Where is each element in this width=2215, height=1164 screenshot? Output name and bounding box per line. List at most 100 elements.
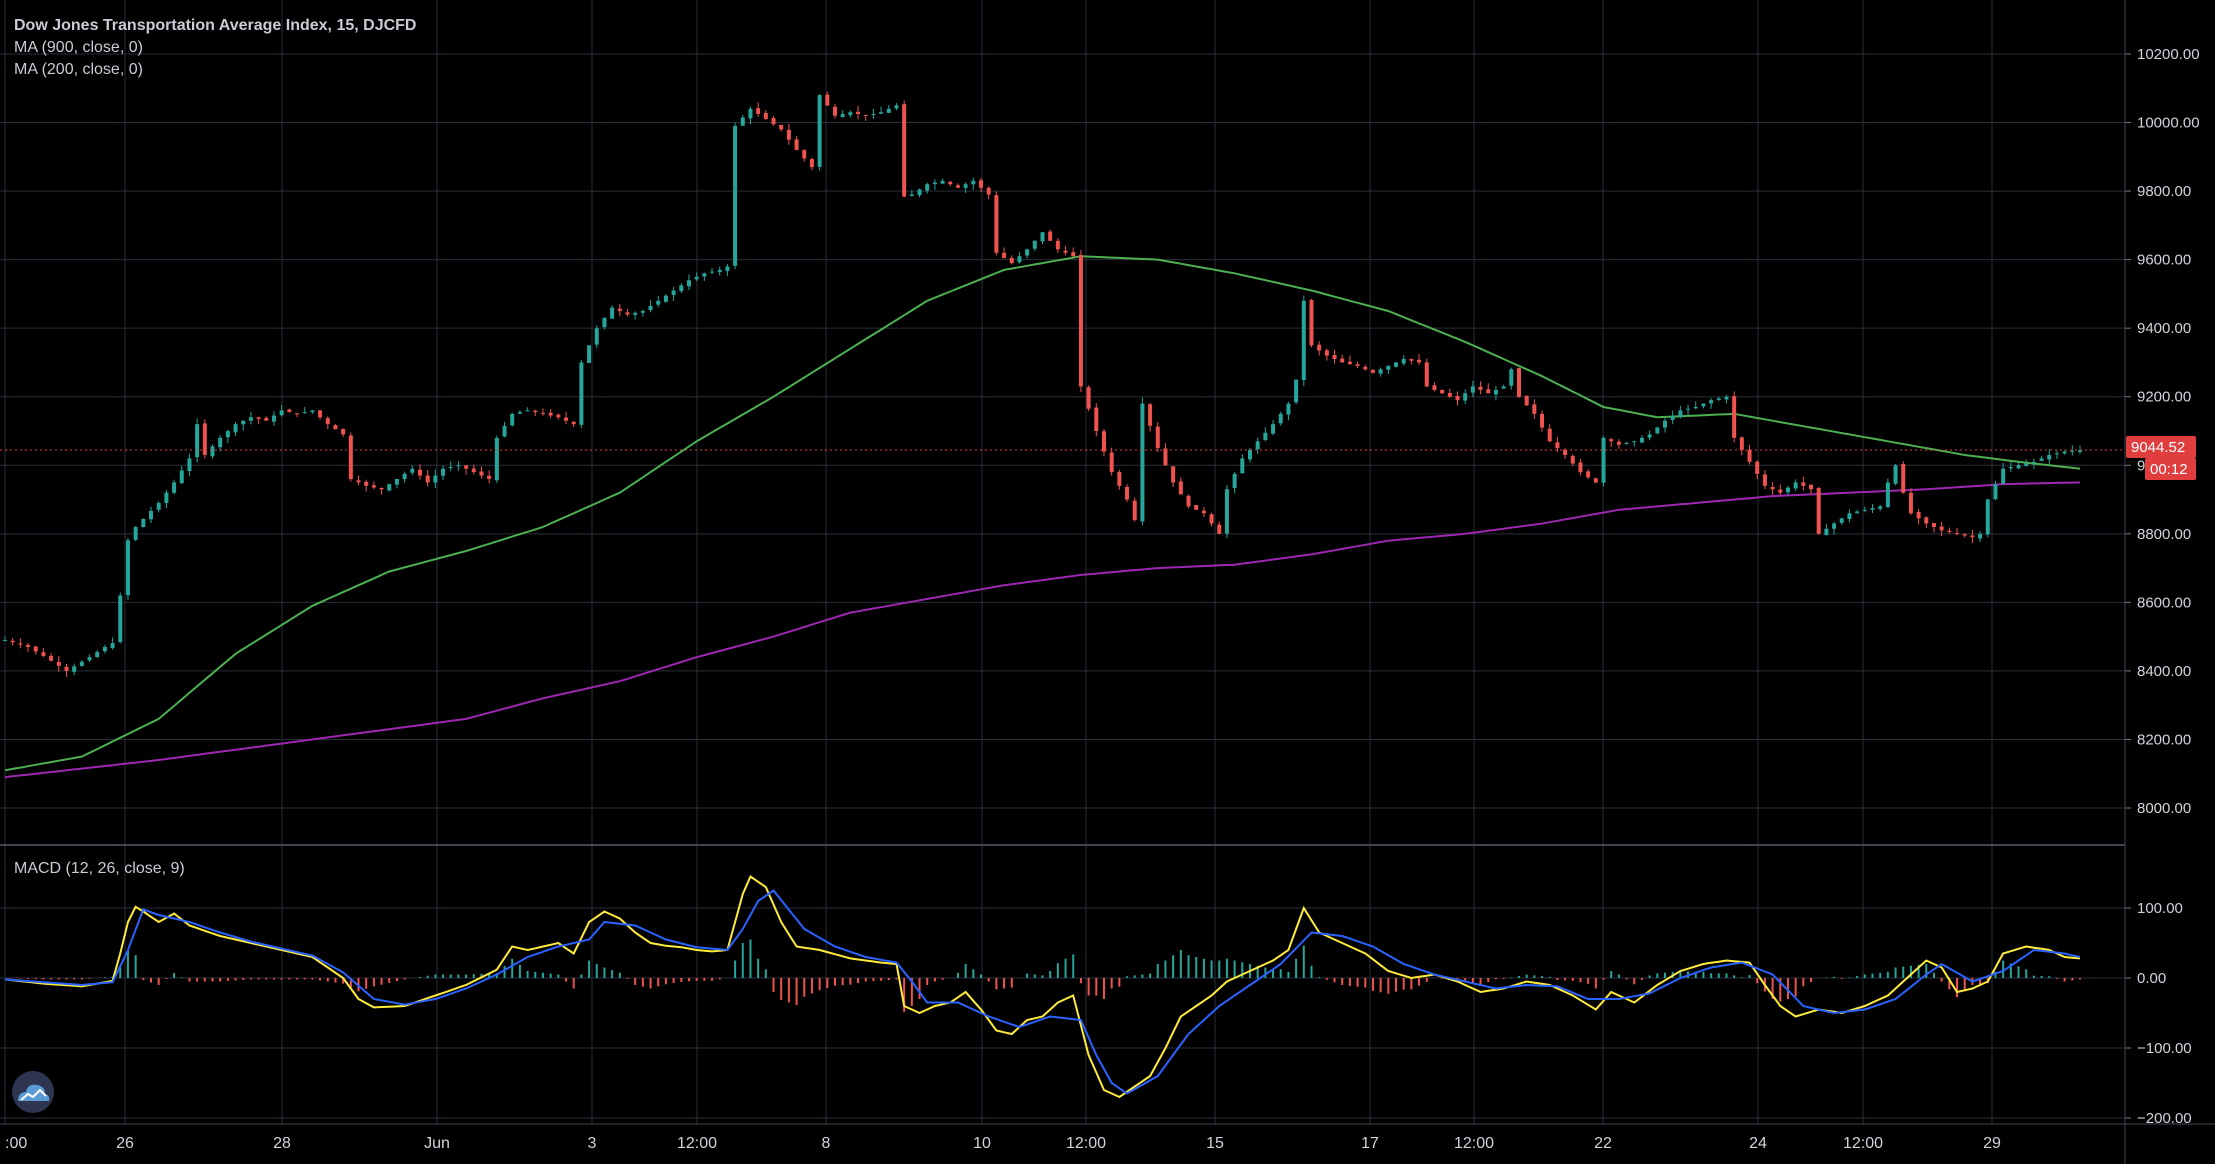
time-tick-label: 26	[116, 1135, 134, 1152]
price-axis[interactable]: 8000.008200.008400.008600.008800.009000.…	[2125, 46, 2200, 1127]
candle-body	[1440, 389, 1445, 394]
candle-body	[756, 108, 761, 114]
candle-body	[402, 473, 407, 480]
candle-body	[1816, 487, 1821, 534]
candle-body	[564, 417, 569, 421]
candle-body	[1885, 482, 1890, 508]
candle-body	[1347, 361, 1352, 365]
candle-body	[49, 655, 54, 661]
candle-body	[794, 139, 799, 150]
candle-body	[1547, 428, 1552, 442]
candle-body	[1878, 506, 1883, 509]
candle-body	[517, 412, 522, 414]
candle-body	[1017, 256, 1022, 263]
candle-body	[940, 180, 945, 184]
candle-body	[1447, 392, 1452, 397]
tradingview-cloud-icon[interactable]	[12, 1071, 54, 1113]
candle-body	[1025, 249, 1030, 256]
candle-body	[141, 518, 146, 528]
legend-macd[interactable]: MACD (12, 26, close, 9)	[14, 860, 185, 877]
candle-body	[1140, 403, 1145, 522]
candle-body	[502, 425, 507, 437]
candle-body	[3, 640, 7, 642]
candle-body	[1701, 403, 1706, 407]
candle-body	[702, 273, 707, 277]
candle-body	[1647, 434, 1652, 438]
candle-body	[1363, 366, 1368, 370]
candle-body	[79, 661, 84, 666]
candle-body	[233, 424, 238, 433]
candle-body	[1993, 484, 1998, 500]
candle-body	[1847, 513, 1852, 519]
candle-body	[540, 412, 545, 414]
candle-body	[64, 666, 69, 671]
price-tick-label: 10000.00	[2137, 115, 2200, 132]
candle-body	[2031, 461, 2036, 463]
legend-ma900[interactable]: MA (900, close, 0)	[14, 39, 143, 56]
candle-body	[479, 471, 484, 476]
candle-body	[1378, 369, 1383, 374]
price-tick-label: 9200.00	[2137, 389, 2191, 406]
candle-body	[110, 643, 115, 649]
candle-body	[1324, 350, 1329, 356]
candle-body	[433, 475, 438, 483]
candle-body	[418, 469, 422, 476]
candle-body	[72, 666, 77, 672]
candle-body	[1947, 530, 1952, 533]
candle-body	[102, 646, 107, 652]
last-price-tag: 9044.52 00:12	[2126, 436, 2196, 480]
time-tick-label: 24	[1749, 1135, 1767, 1152]
candle-body	[1063, 250, 1068, 253]
candle-body	[156, 502, 161, 510]
price-tick-label: 9600.00	[2137, 252, 2191, 269]
candle-body	[994, 195, 999, 253]
candle-body	[1155, 426, 1160, 449]
candle-body	[863, 114, 868, 116]
candle-body	[356, 480, 361, 483]
time-tick-label: 12:00	[1843, 1135, 1883, 1152]
candle-body	[1962, 534, 1967, 536]
legend-title[interactable]: Dow Jones Transportation Average Index, …	[14, 17, 416, 34]
time-axis[interactable]: :00 26 28 Jun 3 12:00 8 10 12:00 15 17 12:00 22 24 12:…	[5, 1135, 2001, 1152]
candle-body	[610, 307, 615, 319]
candle-body	[1132, 500, 1137, 521]
candle-body	[748, 108, 753, 119]
legend-ma200[interactable]: MA (200, close, 0)	[14, 61, 143, 78]
candle-body	[1432, 385, 1437, 390]
candle-body	[1778, 489, 1783, 493]
candle-body	[1624, 442, 1629, 444]
candle-body	[556, 414, 561, 418]
price-candles[interactable]	[3, 91, 2082, 677]
candle-body	[87, 657, 92, 661]
time-tick-label: 15	[1206, 1135, 1224, 1152]
time-tick-label: 22	[1594, 1135, 1612, 1152]
price-tick-label: 9400.00	[2137, 320, 2191, 337]
candle-body	[471, 468, 476, 473]
candle-body	[456, 465, 461, 467]
candle-body	[379, 487, 384, 490]
candle-body	[1563, 449, 1568, 455]
candle-body	[986, 187, 991, 195]
candle-body	[1317, 344, 1322, 351]
candle-body	[256, 417, 261, 420]
candle-body	[1340, 358, 1345, 363]
candle-body	[694, 276, 699, 280]
candle-body	[932, 182, 937, 185]
candle-body	[971, 180, 976, 185]
candle-body	[487, 475, 492, 479]
candle-body	[1148, 404, 1153, 426]
candle-body	[840, 113, 845, 118]
candle-body	[310, 410, 315, 413]
candle-body	[1171, 466, 1176, 483]
candle-body	[2062, 451, 2067, 454]
candle-body	[287, 409, 292, 413]
candle-body	[802, 150, 807, 159]
candle-body	[809, 159, 814, 168]
candle-body	[2001, 468, 2006, 484]
candle-body	[1755, 461, 1760, 474]
candle-body	[248, 417, 253, 421]
candle-body	[771, 118, 776, 125]
candle-body	[663, 295, 668, 302]
candle-body	[1178, 481, 1183, 495]
